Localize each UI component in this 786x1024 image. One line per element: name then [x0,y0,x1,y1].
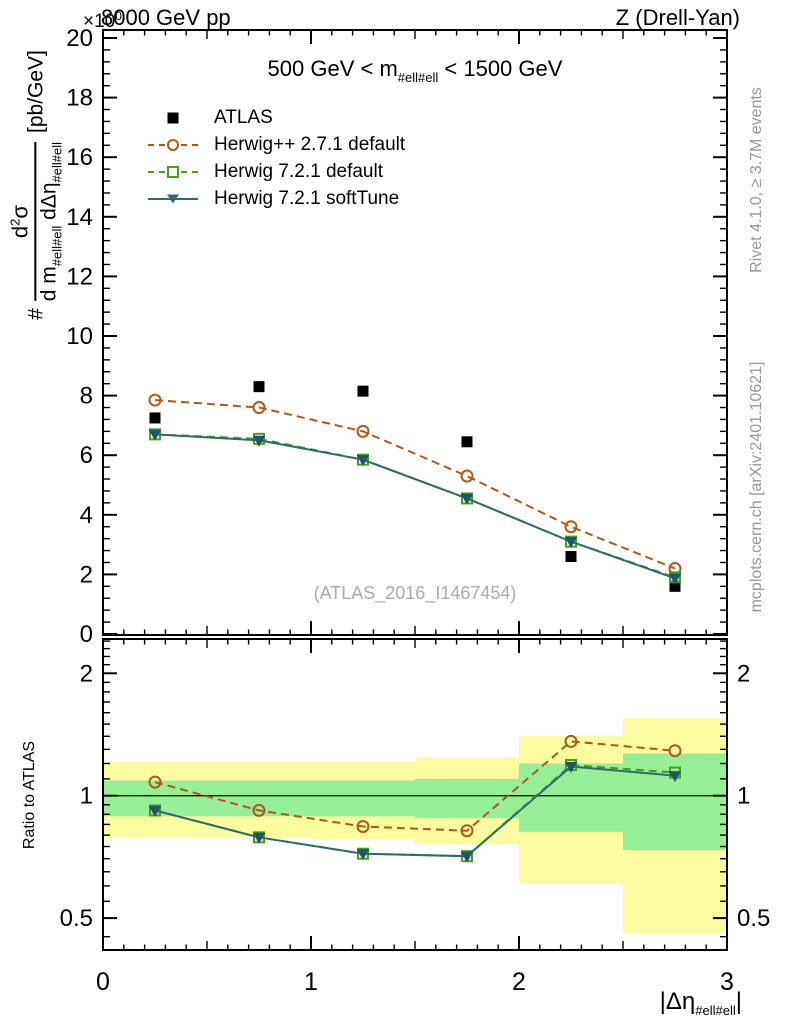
svg-text:3: 3 [720,968,734,996]
svg-text:2: 2 [80,660,93,687]
scale-base: ×10 [83,11,116,32]
svg-text:2: 2 [737,660,750,687]
solid-line-filled-triangle-marker-icon [148,189,198,209]
svg-text:1: 1 [737,783,750,810]
dashed-line-open-circle-marker-icon [148,135,198,155]
selection-title-text-2: < 1500 GeV [438,56,563,81]
main-series-3 [148,429,682,585]
legend-label-atlas: ATLAS [214,106,273,128]
y-axis-fraction: d2σ d m#ell#ell dΔη#ell#ell [7,141,65,302]
svg-text:2: 2 [80,561,93,588]
svg-text:4: 4 [80,502,93,529]
svg-text:0.5: 0.5 [60,905,93,932]
beam-energy-label: 8000 GeV pp [101,5,231,30]
svg-text:14: 14 [66,204,93,231]
svg-text:20: 20 [66,25,93,52]
y-axis-title-prefix: # [23,308,47,320]
selection-title-subscript: #ell#ell [397,70,439,85]
legend-row-atlas: ATLAS [148,104,405,131]
main-series-2 [149,428,681,584]
legend-label-herwig7-default: Herwig 7.2.1 default [214,160,383,182]
main-series-1 [148,393,682,575]
y-axis-units: [pb/GeV] [23,50,47,133]
svg-text:1: 1 [80,783,93,810]
svg-text:2: 2 [512,968,526,996]
main-series-0 [149,381,681,592]
dashed-line-open-square-marker-icon [148,162,198,182]
y-axis-fraction-numerator: d2σ [7,141,37,302]
ratio-series-2 [148,761,682,863]
axis-ticks [102,30,728,950]
legend: ATLAS Herwig++ 2.7.1 default Herwig 7.2.… [148,104,405,212]
svg-text:0.5: 0.5 [737,905,770,932]
process-label: Z (Drell-Yan) [615,5,740,30]
legend-row-herwig7-default: Herwig 7.2.1 default [148,158,405,185]
axis-scale-factor: ×100 [83,9,122,33]
svg-text:16: 16 [66,144,93,171]
analysis-watermark: (ATLAS_2016_I1467454) [313,583,517,603]
svg-text:1: 1 [304,968,318,996]
selection-title: 500 GeV < m#ell#ell < 1500 GeV [103,56,727,85]
svg-text:0: 0 [80,621,93,648]
svg-text:12: 12 [66,263,93,290]
legend-row-herwigpp: Herwig++ 2.7.1 default [148,131,405,158]
x-axis-title: |Δη#ell#ell| [659,988,742,1018]
svg-text:6: 6 [80,442,93,469]
svg-text:8: 8 [80,383,93,410]
ratio-uncertainty-bands [103,718,727,933]
legend-label-herwigpp: Herwig++ 2.7.1 default [214,133,406,155]
scale-exponent: 0 [115,9,122,23]
y-axis-fraction-denominator: d m#ell#ell dΔη#ell#ell [37,141,65,302]
svg-text:0: 0 [96,968,110,996]
legend-label-herwig7-softtune: Herwig 7.2.1 softTune [214,187,400,209]
selection-title-text: 500 GeV < m [267,56,398,81]
ratio-series-0 [148,734,682,838]
legend-row-herwig7-softtune: Herwig 7.2.1 softTune [148,185,405,212]
svg-text:10: 10 [66,323,93,350]
svg-text:18: 18 [66,85,93,112]
filled-square-marker-icon [148,108,198,128]
